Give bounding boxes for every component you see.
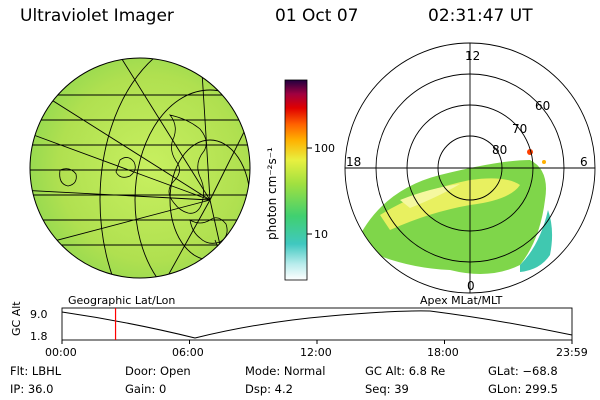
- mlat-label-60: 60: [535, 99, 550, 113]
- time-label: 02:31:47 UT: [428, 6, 533, 26]
- xtick-2359: 23:59: [556, 346, 588, 359]
- info-door: Door: Open: [125, 364, 191, 378]
- info-glat: GLat: −68.8: [488, 364, 558, 378]
- polar-plot: 12 18 6 0 60 70 80: [344, 42, 596, 294]
- colorbar-gradient: [284, 79, 308, 281]
- info-gain: Gain: 0: [125, 382, 167, 396]
- mlat-label-80: 80: [492, 143, 507, 157]
- info-gcalt: GC Alt: 6.8 Re: [365, 364, 446, 378]
- mlt-label-0: 0: [467, 279, 475, 293]
- date-label: 01 Oct 07: [275, 6, 359, 26]
- earth-limb: [29, 57, 251, 279]
- info-glon: GLon: 299.5: [488, 382, 558, 396]
- info-flt: Flt: LBHL: [10, 364, 62, 378]
- altitude-curve: [61, 310, 573, 339]
- xtick-1200: 12:00: [300, 346, 332, 359]
- polar-caption: Apex MLat/MLT: [420, 294, 503, 307]
- altitude-ytick-top: 9.0: [30, 308, 48, 321]
- info-ip: IP: 36.0: [10, 382, 54, 396]
- altitude-plot: GC Alt 9.0 1.8 00:00 06:00 12:00 18:00 2…: [10, 301, 588, 359]
- info-dsp: Dsp: 4.2: [245, 382, 293, 396]
- mlt-label-6: 6: [580, 155, 588, 169]
- auroral-oval: [355, 149, 553, 274]
- colorbar: 100 10 photon cm⁻²s⁻¹: [265, 79, 335, 281]
- altitude-ylabel: GC Alt: [10, 301, 23, 336]
- info-mode: Mode: Normal: [245, 364, 326, 378]
- instrument-title: Ultraviolet Imager: [20, 6, 174, 26]
- mlat-label-70: 70: [512, 122, 527, 136]
- geo-caption: Geographic Lat/Lon: [68, 294, 175, 307]
- polar-grid: [344, 42, 596, 294]
- colorbar-tick-label-10: 10: [314, 228, 328, 241]
- info-seq: Seq: 39: [365, 382, 409, 396]
- earth-disk: [30, 58, 250, 278]
- mlt-label-12: 12: [465, 49, 480, 63]
- altitude-ytick-bottom: 1.8: [30, 330, 48, 343]
- mlt-label-18: 18: [346, 155, 361, 169]
- colorbar-unit-label: photon cm⁻²s⁻¹: [265, 147, 279, 240]
- xtick-0000: 00:00: [45, 346, 77, 359]
- xtick-1800: 18:00: [427, 346, 459, 359]
- colorbar-tick-label-100: 100: [314, 142, 335, 155]
- altitude-frame: [61, 307, 573, 341]
- xtick-0600: 06:00: [172, 346, 204, 359]
